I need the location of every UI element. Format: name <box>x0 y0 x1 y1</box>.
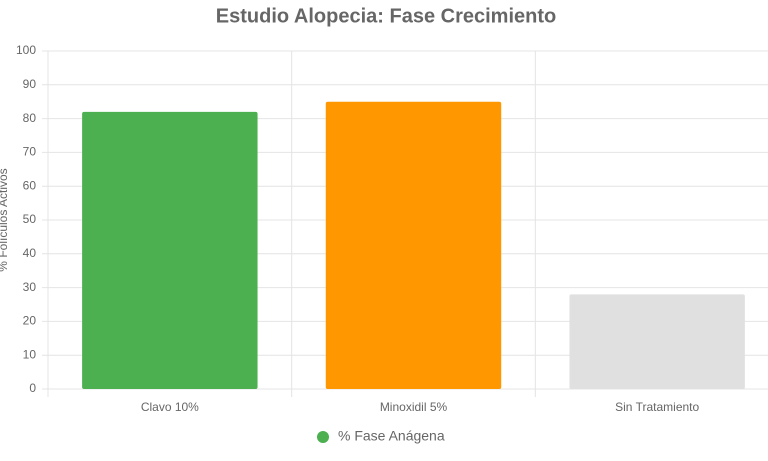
y-tick-label: 90 <box>23 77 37 91</box>
x-tick-label: Clavo 10% <box>141 400 199 414</box>
legend-label: % Fase Anágena <box>338 428 445 444</box>
y-tick-label: 0 <box>29 381 36 395</box>
x-tick-label: Minoxidil 5% <box>380 400 448 414</box>
chart-title: Estudio Alopecia: Fase Crecimiento <box>216 5 556 27</box>
bar <box>82 111 258 389</box>
y-tick-label: 30 <box>23 280 37 294</box>
y-tick-label: 70 <box>23 145 37 159</box>
y-tick-label: 100 <box>16 43 36 57</box>
x-tick-label: Sin Tratamiento <box>615 400 699 414</box>
y-tick-label: 10 <box>23 347 37 361</box>
y-tick-label: 20 <box>23 314 37 328</box>
y-tick-label: 40 <box>23 246 37 260</box>
y-tick-label: 80 <box>23 111 37 125</box>
y-tick-label: 50 <box>23 212 37 226</box>
y-axis-title: % Folículos Activos <box>0 168 10 271</box>
bar <box>325 101 502 389</box>
legend-marker <box>317 431 329 443</box>
y-tick-label: 60 <box>23 178 37 192</box>
bar <box>569 294 745 389</box>
